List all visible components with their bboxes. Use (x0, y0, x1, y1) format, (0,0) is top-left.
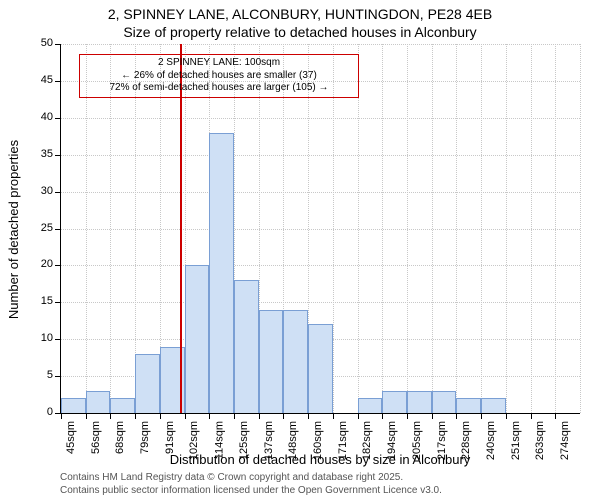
y-tick-label: 20 (31, 258, 53, 270)
x-tick (86, 413, 87, 419)
footer-line2: Contains public sector information licen… (60, 485, 442, 496)
x-tick (382, 413, 383, 419)
gridline-v (333, 44, 334, 413)
y-tick (55, 229, 61, 230)
gridline-h (61, 155, 580, 156)
x-tick (209, 413, 210, 419)
annotation-line: ← 26% of detached houses are smaller (37… (84, 70, 354, 83)
y-tick-label: 50 (31, 37, 53, 49)
y-tick (55, 118, 61, 119)
x-tick-label: 45sqm (65, 421, 77, 454)
x-tick (506, 413, 507, 419)
x-tick (308, 413, 309, 419)
histogram-bar (283, 310, 308, 413)
gridline-h (61, 229, 580, 230)
footer-line1: Contains HM Land Registry data © Crown c… (60, 472, 403, 483)
x-tick (358, 413, 359, 419)
y-tick (55, 155, 61, 156)
y-tick (55, 376, 61, 377)
y-tick (55, 339, 61, 340)
x-tick (333, 413, 334, 419)
annotation-line: 72% of semi-detached houses are larger (… (84, 82, 354, 95)
x-tick-label: 79sqm (139, 421, 151, 454)
y-tick-label: 0 (31, 406, 53, 418)
histogram-bar (407, 391, 432, 413)
marker-line (180, 44, 182, 413)
x-tick-label: 56sqm (90, 421, 102, 454)
gridline-h (61, 302, 580, 303)
histogram-bar (308, 324, 333, 413)
x-tick-label: 68sqm (114, 421, 126, 454)
histogram-bar (61, 398, 86, 413)
x-tick (259, 413, 260, 419)
y-tick-label: 40 (31, 111, 53, 123)
x-tick-label: 91sqm (164, 421, 176, 454)
histogram-bar (481, 398, 506, 413)
histogram-bar (209, 133, 234, 413)
y-tick (55, 192, 61, 193)
x-tick (531, 413, 532, 419)
gridline-h (61, 118, 580, 119)
gridline-v (110, 44, 111, 413)
histogram-bar (382, 391, 407, 413)
y-tick (55, 302, 61, 303)
y-tick-label: 5 (31, 369, 53, 381)
chart-title-line1: 2, SPINNEY LANE, ALCONBURY, HUNTINGDON, … (0, 6, 600, 22)
histogram-bar (259, 310, 284, 413)
gridline-h (61, 265, 580, 266)
x-tick (407, 413, 408, 419)
histogram-bar (110, 398, 135, 413)
y-tick-label: 10 (31, 332, 53, 344)
gridline-v (407, 44, 408, 413)
x-tick (555, 413, 556, 419)
plot-area: 0510152025303540455045sqm56sqm68sqm79sqm… (60, 44, 580, 414)
chart-title-line2: Size of property relative to detached ho… (0, 24, 600, 40)
y-tick-label: 30 (31, 185, 53, 197)
gridline-v (382, 44, 383, 413)
histogram-bar (432, 391, 457, 413)
x-axis-label: Distribution of detached houses by size … (60, 452, 580, 467)
x-tick (234, 413, 235, 419)
histogram-bar (135, 354, 160, 413)
gridline-h (61, 192, 580, 193)
y-tick-label: 45 (31, 74, 53, 86)
x-tick (432, 413, 433, 419)
y-tick (55, 265, 61, 266)
gridline-v (358, 44, 359, 413)
x-tick (61, 413, 62, 419)
x-tick (110, 413, 111, 419)
histogram-bar (86, 391, 111, 413)
annotation-line: 2 SPINNEY LANE: 100sqm (84, 57, 354, 70)
y-tick-label: 25 (31, 222, 53, 234)
gridline-v (555, 44, 556, 413)
x-tick (135, 413, 136, 419)
y-tick-label: 35 (31, 148, 53, 160)
y-tick (55, 44, 61, 45)
gridline-v (456, 44, 457, 413)
y-tick (55, 81, 61, 82)
histogram-bar (234, 280, 259, 413)
gridline-v (506, 44, 507, 413)
histogram-bar (185, 265, 210, 413)
gridline-v (531, 44, 532, 413)
x-tick (185, 413, 186, 419)
histogram-bar (358, 398, 383, 413)
x-tick (481, 413, 482, 419)
x-tick (456, 413, 457, 419)
x-tick (283, 413, 284, 419)
gridline-v (432, 44, 433, 413)
x-tick (160, 413, 161, 419)
gridline-h (61, 44, 580, 45)
gridline-v (481, 44, 482, 413)
chart-container: 2, SPINNEY LANE, ALCONBURY, HUNTINGDON, … (0, 0, 600, 500)
annotation-box: 2 SPINNEY LANE: 100sqm ← 26% of detached… (79, 54, 359, 98)
gridline-v (580, 44, 581, 413)
gridline-v (86, 44, 87, 413)
y-tick-label: 15 (31, 295, 53, 307)
y-axis-label: Number of detached properties (6, 44, 22, 414)
histogram-bar (456, 398, 481, 413)
